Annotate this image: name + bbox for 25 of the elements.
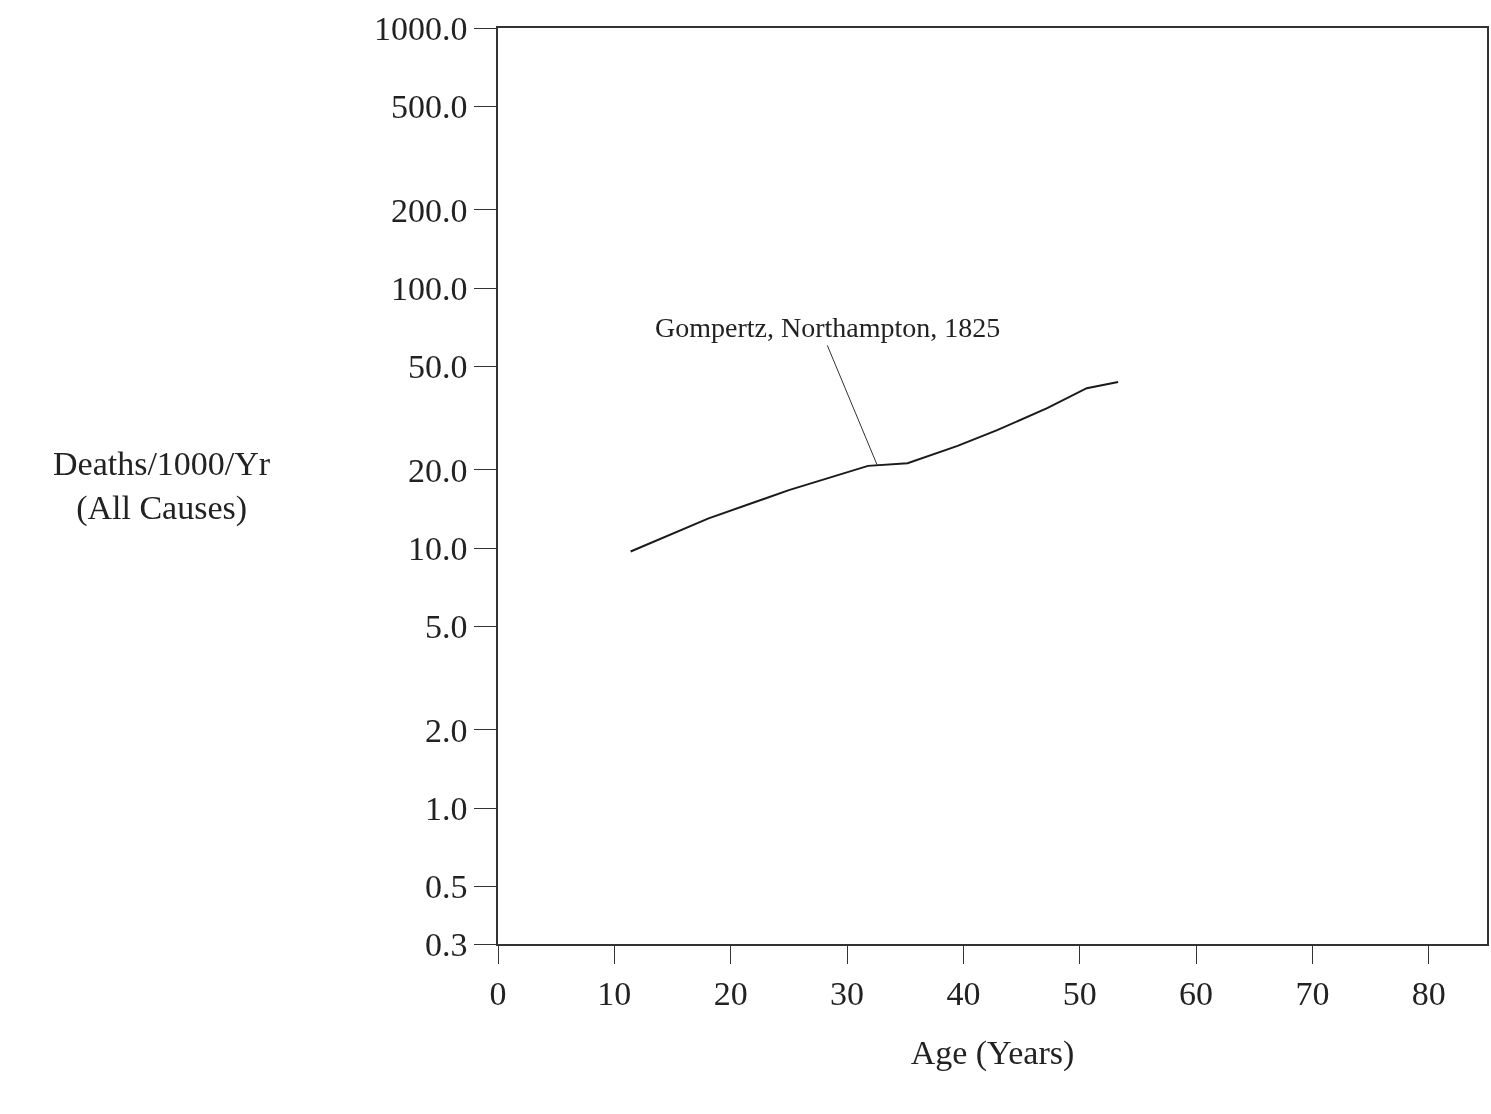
y-tick-label: 0.3 <box>424 925 468 963</box>
y-tick-label: 1000.0 <box>373 9 468 47</box>
x-tick-label: 60 <box>1179 974 1214 1012</box>
y-tick-label: 5.0 <box>424 608 468 646</box>
x-tick-label: 80 <box>1411 974 1446 1012</box>
x-tick-label: 50 <box>1062 974 1097 1012</box>
y-tick-label: 1.0 <box>424 789 468 827</box>
x-tick-label: 70 <box>1295 974 1330 1012</box>
x-tick-label: 30 <box>830 974 865 1012</box>
x-tick-label: 10 <box>597 974 632 1012</box>
y-tick-label: 20.0 <box>407 451 468 489</box>
x-tick-label: 40 <box>946 974 981 1012</box>
x-tick-label: 0 <box>489 974 507 1012</box>
y-tick-label: 0.5 <box>424 868 468 906</box>
line-series <box>629 381 1120 553</box>
y-tick-label: 100.0 <box>390 269 468 307</box>
x-tick-label: 20 <box>713 974 748 1012</box>
x-axis-title: Age (Years) <box>910 1034 1075 1073</box>
annotation: Gompertz, Northampton, 1825 <box>655 312 1001 343</box>
y-tick-label: 10.0 <box>407 529 468 567</box>
y-tick-label: 200.0 <box>390 191 468 229</box>
y-tick-label: 2.0 <box>424 711 468 749</box>
y-tick-label: 500.0 <box>390 88 468 126</box>
y-tick-label: 50.0 <box>407 348 468 386</box>
y-axis-title: Deaths/1000/Yr (All Causes) <box>53 445 271 528</box>
